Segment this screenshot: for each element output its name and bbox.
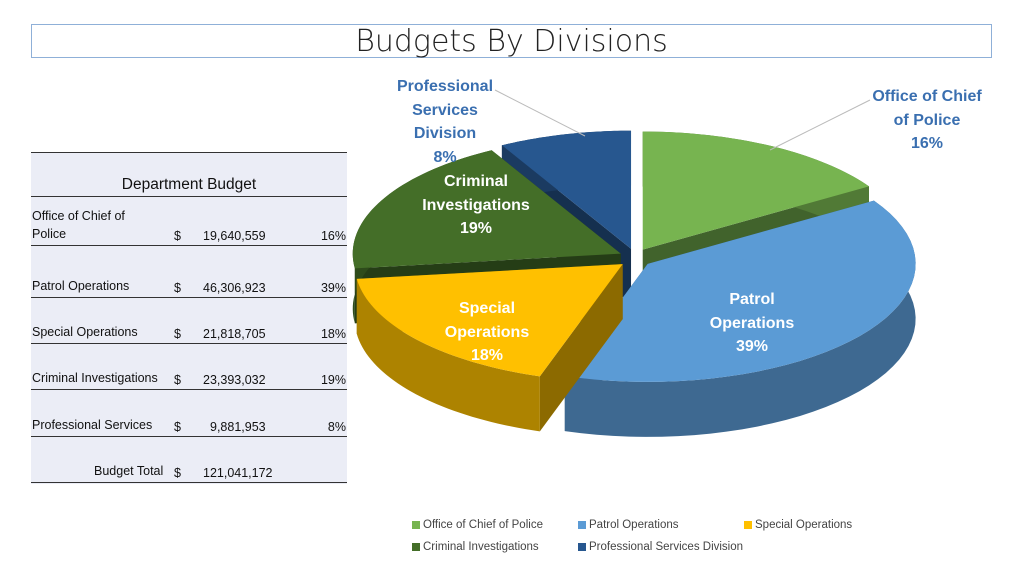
pie-slice-1 — [564, 200, 916, 437]
table-top-border — [31, 152, 347, 153]
table-total-row: Budget Total $ 121,041,172 — [31, 436, 347, 483]
data-label-special: Special Operations 18% — [444, 300, 530, 364]
leader-line — [494, 89, 586, 137]
legend-item-office: Office of Chief of Police — [412, 519, 543, 531]
table-row: Patrol Operations $ 46,306,923 39% — [31, 245, 347, 298]
table-row: Special Operations $ 21,818,705 18% — [31, 297, 347, 344]
legend-swatch — [578, 543, 586, 551]
legend-item-special: Special Operations — [744, 519, 852, 531]
table-row: Professional Services $ 9,881,953 8% — [31, 389, 347, 437]
legend-swatch — [412, 543, 420, 551]
table-header: Department Budget — [31, 176, 347, 197]
table-row: Criminal Investigations $ 23,393,032 19% — [31, 343, 347, 390]
slice-top — [352, 150, 621, 269]
legend-swatch — [412, 521, 420, 529]
slice-top — [564, 200, 916, 382]
legend-item-patrol: Patrol Operations — [578, 519, 679, 531]
legend-swatch — [578, 521, 586, 529]
legend-swatch — [744, 521, 752, 529]
data-label-office: Office of Chief of Police 16% — [872, 88, 982, 152]
slice-top — [642, 131, 869, 250]
legend-item-professional: Professional Services Division — [578, 541, 743, 553]
data-label-professional: Professional Services Division 8% — [396, 78, 494, 166]
legend-item-criminal: Criminal Investigations — [412, 541, 539, 553]
slice-outer-wall — [564, 200, 916, 437]
slice-top — [356, 264, 623, 377]
slice-top — [501, 130, 632, 249]
data-label-patrol: Patrol Operations 39% — [709, 291, 795, 355]
chart-title: Budgets By Divisions — [31, 24, 992, 59]
data-label-criminal: Criminal Investigations 19% — [422, 173, 530, 237]
budget-table: Department Budget Office of Chief of Pol… — [31, 152, 347, 484]
table-row: Office of Chief of Police $ 19,640,559 1… — [31, 201, 347, 246]
slice-outer-wall — [356, 278, 540, 432]
leader-line — [769, 99, 871, 151]
pie-slice-2 — [356, 264, 623, 432]
